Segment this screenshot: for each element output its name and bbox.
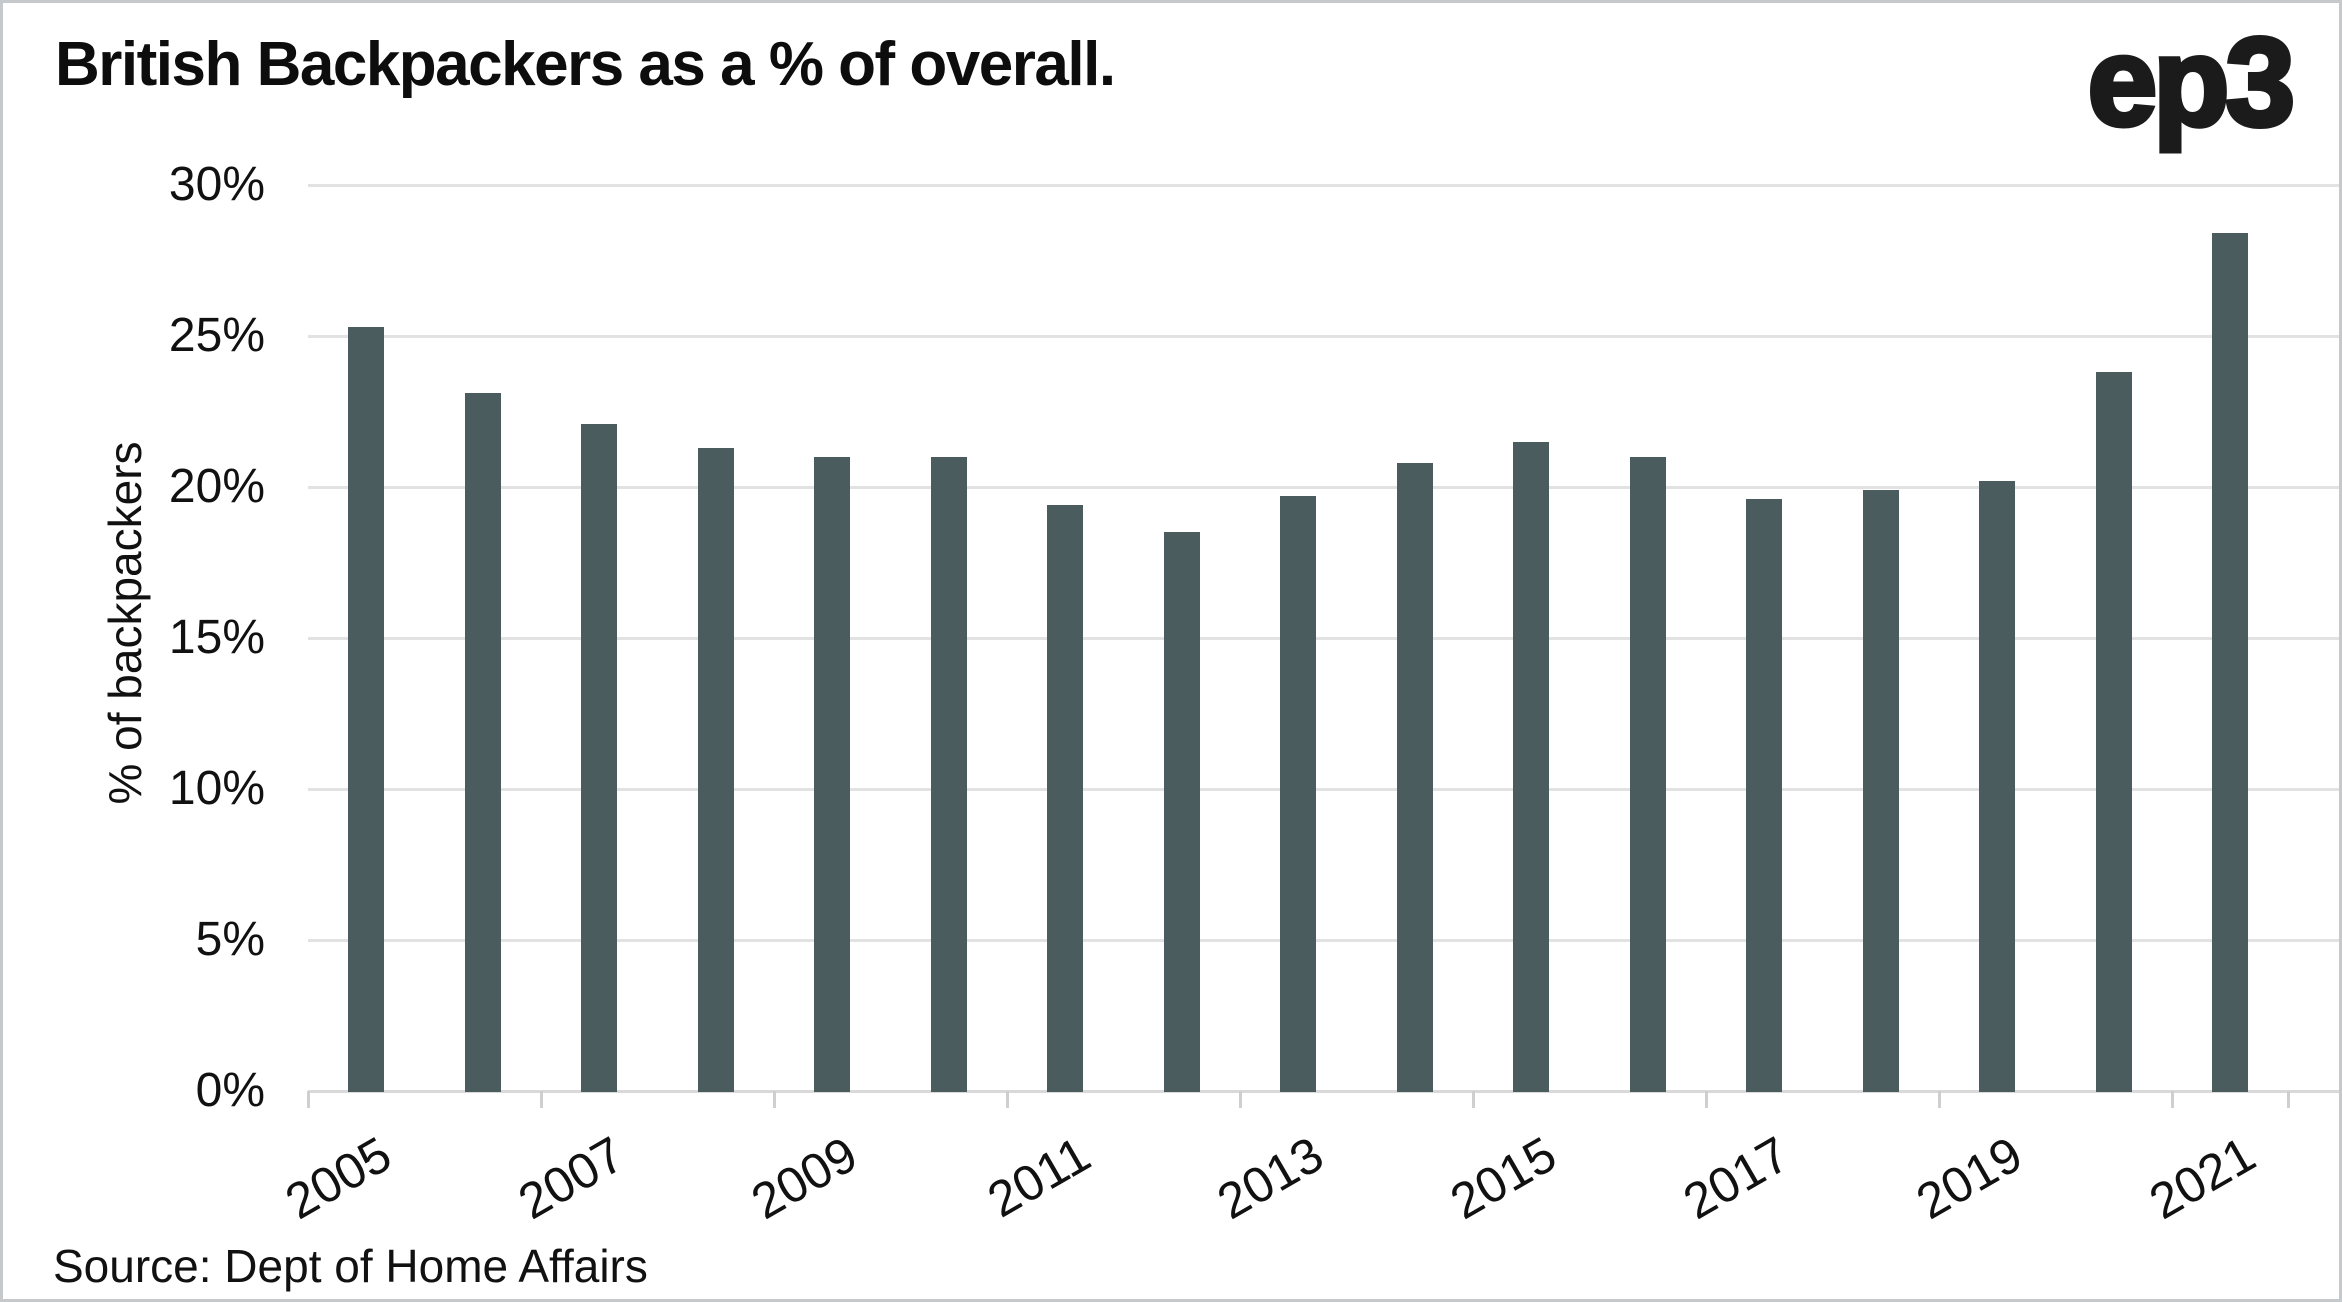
bar-2008 (697, 447, 734, 1092)
y-tick-label-20: 20% (168, 460, 265, 513)
bar-2018 (1862, 490, 1899, 1092)
bar-2007 (581, 423, 617, 1092)
x-axis-tick-5 (1471, 1091, 1475, 1108)
x-axis-tick-0 (306, 1091, 310, 1108)
bar-2021 (2212, 233, 2248, 1092)
y-tick-label-15: 15% (168, 611, 265, 664)
x-tick-label-text: 2009 (742, 1125, 867, 1230)
bar-2005 (348, 326, 384, 1092)
bar-2006 (464, 393, 501, 1092)
bar-2009 (814, 456, 850, 1092)
x-axis-tick-4 (1238, 1091, 1242, 1108)
bar-2011 (1047, 505, 1083, 1092)
x-axis-tick-3 (1005, 1091, 1009, 1108)
bar-2017 (1746, 499, 1782, 1092)
x-tick-label-text: 2005 (276, 1125, 401, 1230)
gridline-15 (308, 637, 2339, 640)
gridline-5 (308, 939, 2339, 942)
x-axis-tick-6 (1704, 1091, 1708, 1108)
x-axis-tick-9 (2287, 1091, 2291, 1108)
y-tick-label-30: 30% (168, 158, 265, 211)
y-tick-label-0: 0% (195, 1064, 265, 1117)
bar-2012 (1163, 532, 1200, 1092)
y-tick-label-5: 5% (195, 913, 265, 966)
bar-2015 (1513, 441, 1549, 1092)
x-axis-tick-8 (2170, 1091, 2174, 1108)
x-tick-label-text: 2007 (509, 1125, 634, 1230)
gridline-0 (308, 1090, 2339, 1093)
bar-2014 (1396, 462, 1433, 1092)
x-axis-tick-2 (772, 1091, 776, 1108)
x-tick-label-text: 2017 (1674, 1125, 1799, 1230)
x-tick-label-text: 2013 (1208, 1125, 1333, 1230)
gridline-25 (308, 335, 2339, 338)
bar-2020 (2095, 372, 2132, 1092)
y-tick-label-10: 10% (168, 762, 265, 815)
x-axis-tick-7 (1937, 1091, 1941, 1108)
bar-2016 (1629, 456, 1666, 1092)
x-tick-label-text: 2021 (2140, 1125, 2265, 1230)
y-tick-label-25: 25% (168, 309, 265, 362)
bar-2010 (930, 456, 967, 1092)
chart-title: British Backpackers as a % of overall. (55, 30, 1116, 99)
bar-2013 (1280, 496, 1316, 1092)
x-tick-label-text: 2011 (978, 1125, 1100, 1229)
bar-2019 (1979, 480, 2015, 1092)
gridline-30 (308, 184, 2339, 187)
gridline-10 (308, 788, 2339, 791)
source-note: Source: Dept of Home Affairs (53, 1240, 648, 1292)
x-axis-tick-1 (539, 1091, 543, 1108)
ep3-logo: ep3 (2085, 11, 2297, 155)
x-tick-label-text: 2015 (1441, 1125, 1566, 1230)
x-tick-label-text: 2019 (1907, 1125, 2032, 1230)
gridline-20 (308, 486, 2339, 489)
